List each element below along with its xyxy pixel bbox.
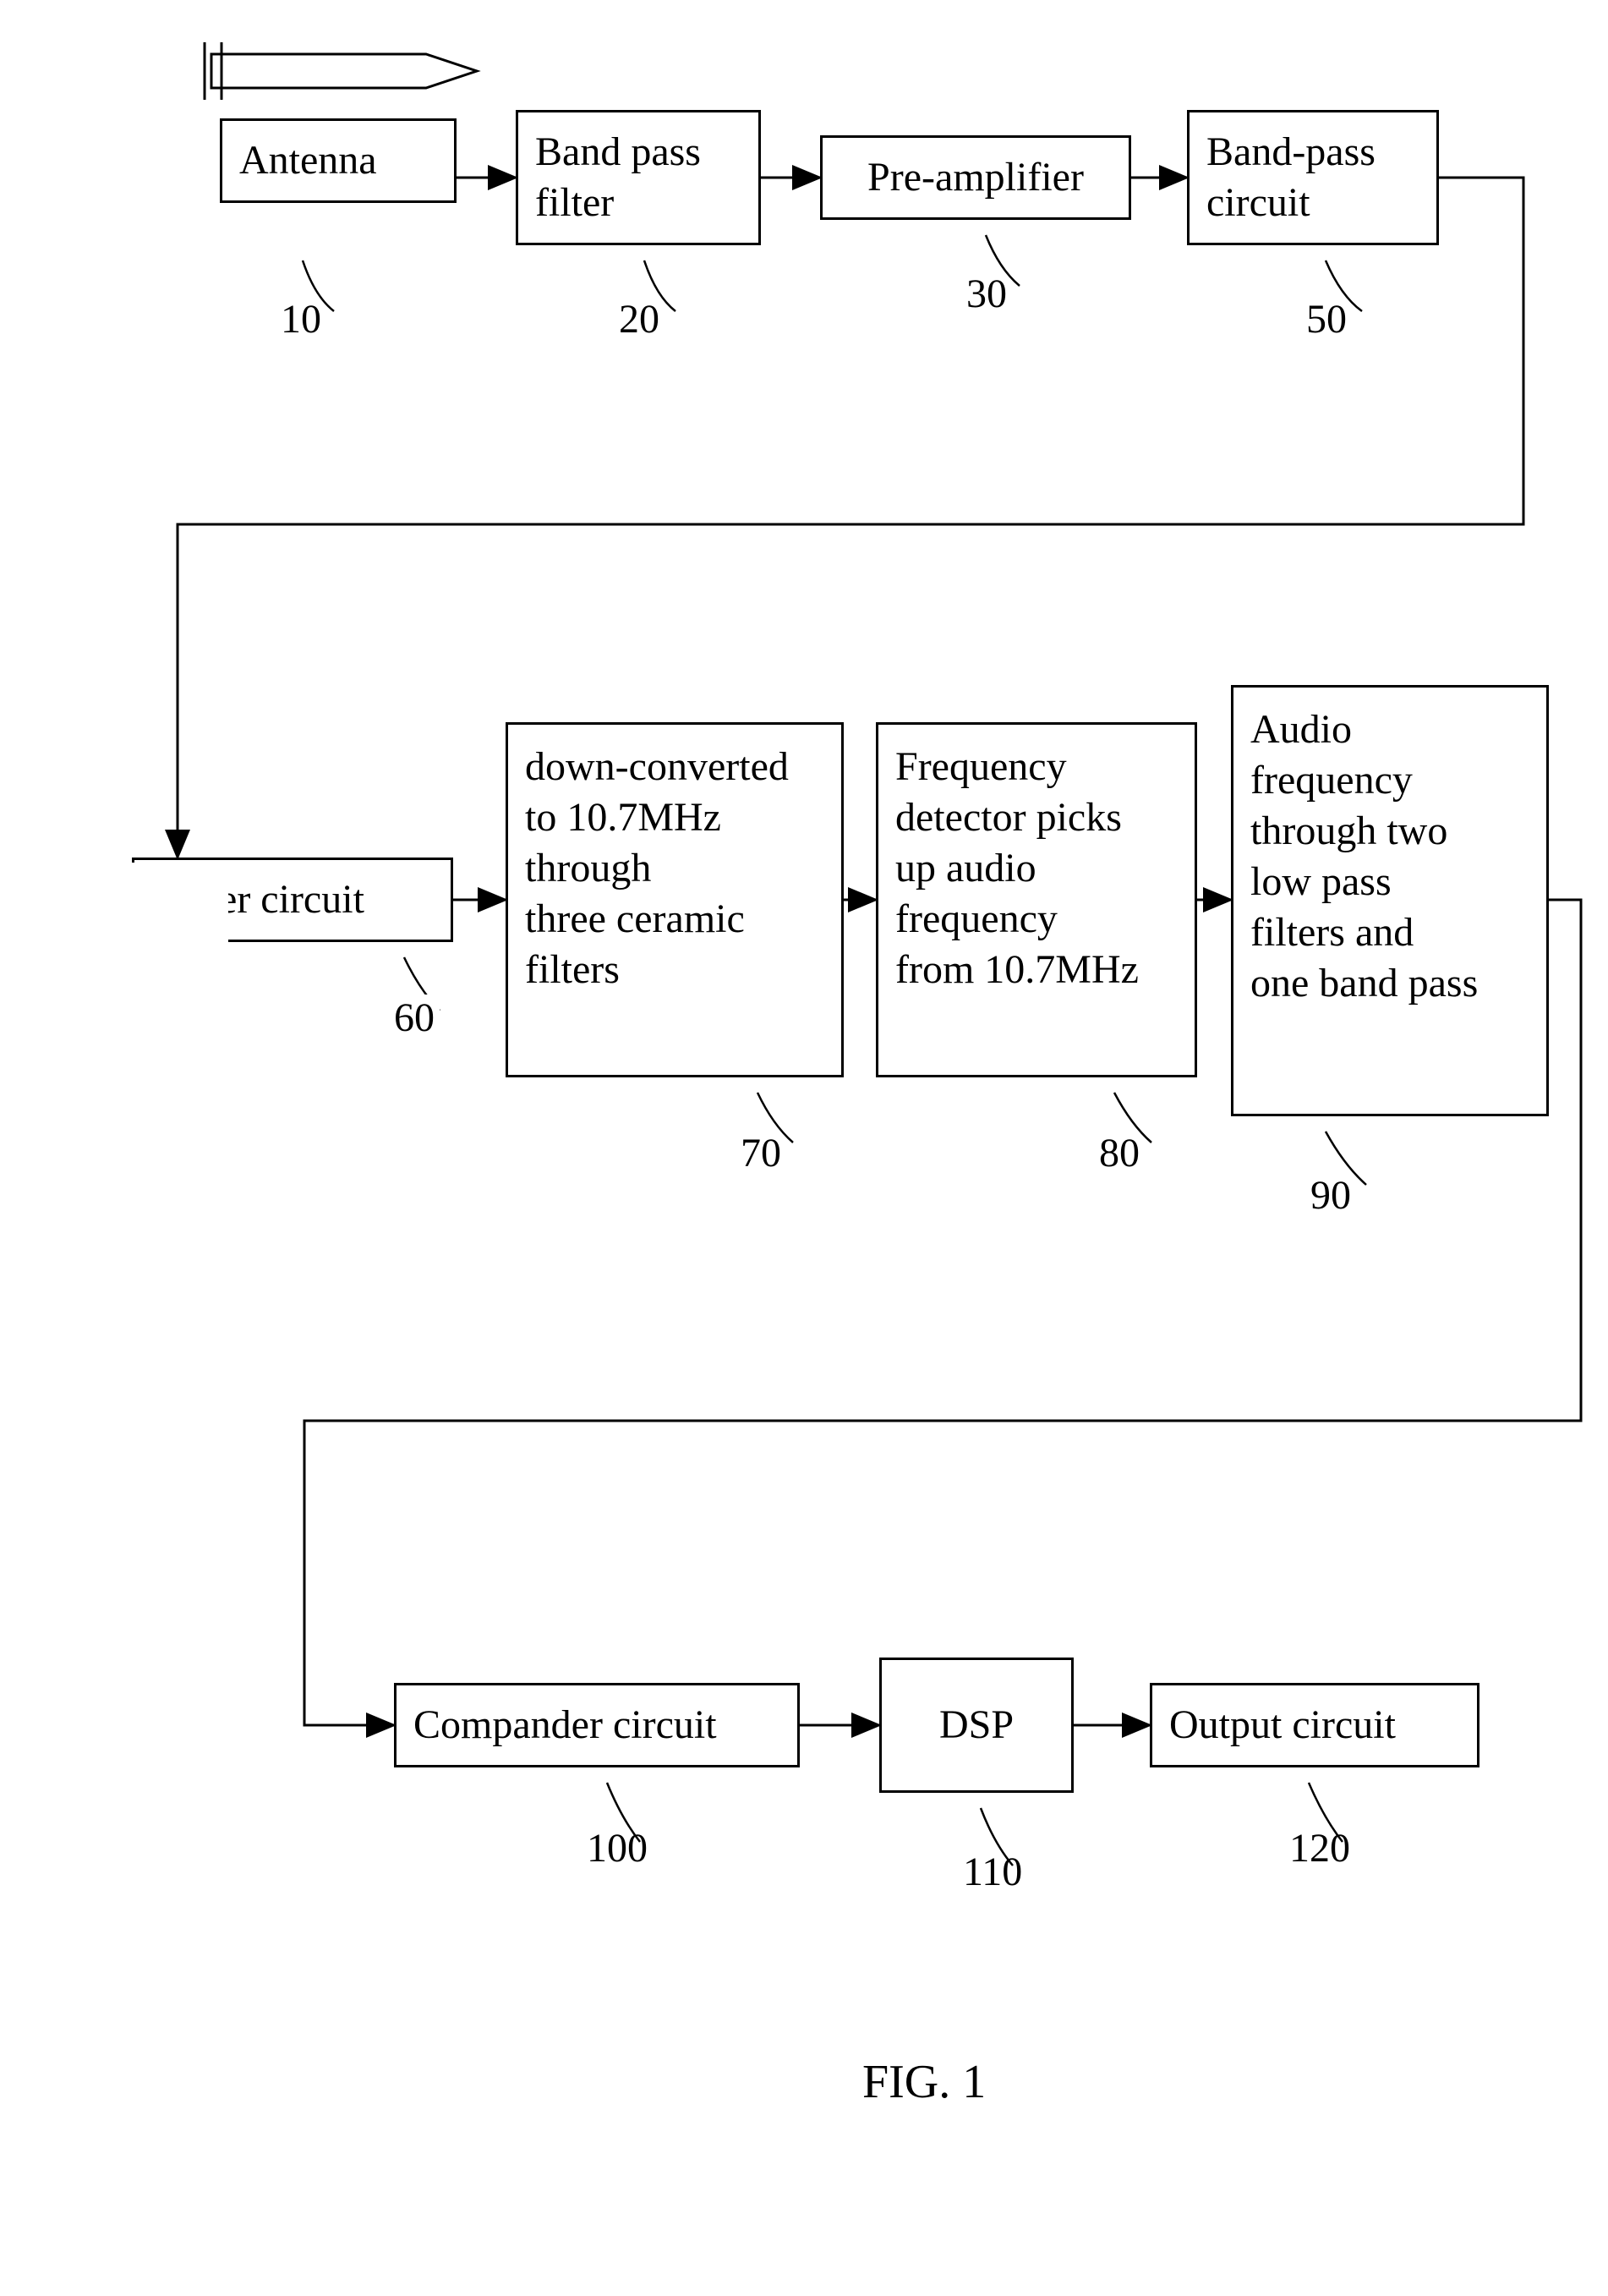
ref-60-fix: 60 [389, 995, 440, 1041]
ref-120: 120 [1289, 1825, 1350, 1871]
block-diagram: Antenna 10 Band pass filter 20 Pre-ampli… [0, 0, 1608, 2296]
output-block: Output circuit [1150, 1683, 1479, 1767]
audiofilt-block: Audio frequency through two low pass fil… [1231, 685, 1549, 1116]
freqdet-block: Frequency detector picks up audio freque… [876, 722, 1197, 1077]
ref-30: 30 [966, 271, 1007, 317]
bpc-text: Band-pass circuit [1206, 127, 1376, 228]
downconv-block: down-converted to 10.7MHz through three … [506, 722, 844, 1077]
mixer-text: Mixer circuit [151, 874, 364, 925]
ref-20: 20 [619, 296, 659, 342]
downconv-text: down-converted to 10.7MHz through three … [525, 742, 789, 995]
ref-100: 100 [587, 1825, 648, 1871]
audiofilt-text: Audio frequency through two low pass fil… [1250, 704, 1478, 1009]
figure-label: FIG. 1 [862, 2055, 986, 2109]
cover-patch [385, 1125, 444, 1175]
preamp-block: Pre-amplifier [820, 135, 1131, 220]
connector-lines [0, 0, 1608, 2296]
ref-110: 110 [963, 1849, 1022, 1895]
mixer-block: Mixer circuit [132, 858, 453, 942]
dsp-block: DSP [879, 1658, 1074, 1793]
output-text: Output circuit [1169, 1700, 1396, 1751]
antenna-text: Antenna [239, 135, 377, 186]
bpc-block: Band-pass circuit [1187, 110, 1439, 245]
compander-text: Compander circuit [413, 1700, 717, 1751]
compander-block: Compander circuit [394, 1683, 800, 1767]
ref-10: 10 [281, 296, 321, 342]
ref-90: 90 [1310, 1172, 1351, 1219]
antenna-arrow-symbol [205, 42, 477, 100]
ref-50: 50 [1306, 296, 1347, 342]
ref-70: 70 [741, 1130, 781, 1176]
freqdet-text: Frequency detector picks up audio freque… [895, 742, 1139, 995]
antenna-block: Antenna [220, 118, 457, 203]
preamp-text: Pre-amplifier [867, 152, 1084, 203]
bpf-text: Band pass filter [535, 127, 701, 228]
bpf-block: Band pass filter [516, 110, 761, 245]
dsp-text: DSP [939, 1700, 1014, 1751]
ref-80: 80 [1099, 1130, 1140, 1176]
